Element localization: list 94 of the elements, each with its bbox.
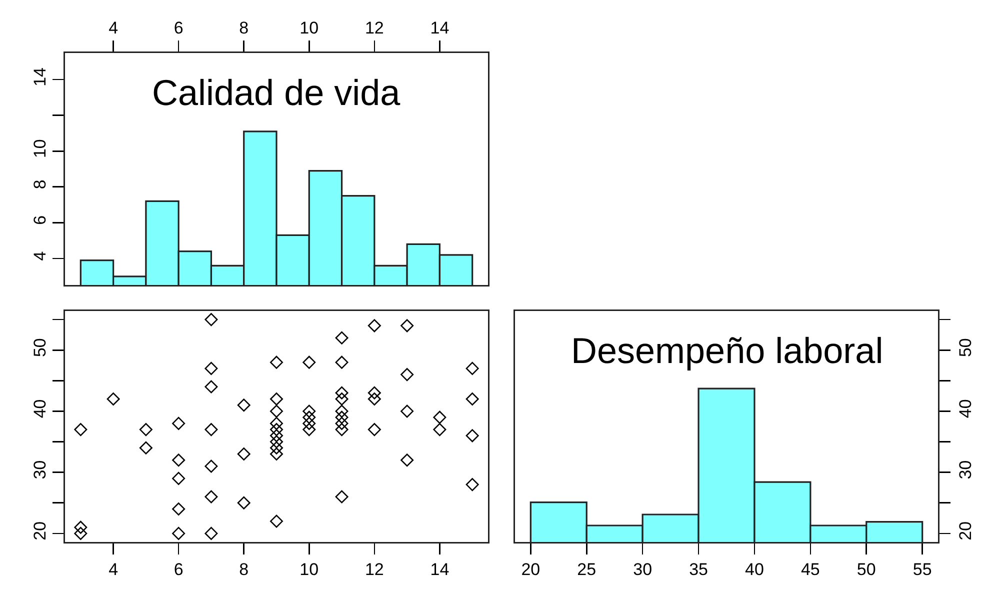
point: [237, 398, 250, 412]
x-tick-label: 20: [521, 560, 540, 579]
y-tick-label: 8: [30, 180, 50, 190]
point: [74, 423, 88, 436]
point: [466, 362, 479, 375]
x-tick-label: 12: [364, 18, 384, 38]
point: [270, 356, 283, 369]
point: [302, 404, 316, 418]
point: [335, 386, 348, 400]
y-tick-label: 14: [30, 67, 50, 86]
y-tick-label: 6: [30, 215, 50, 225]
point: [400, 319, 414, 332]
point: [204, 526, 218, 540]
x-tick-label: 8: [239, 18, 249, 38]
point: [368, 319, 381, 332]
point: [368, 423, 381, 436]
point: [237, 448, 250, 460]
point: [335, 331, 348, 344]
point: [74, 520, 88, 534]
point: [302, 410, 316, 424]
point: [106, 392, 120, 406]
point: [400, 368, 414, 382]
point: [335, 392, 348, 406]
text: Calidad de vida: [152, 72, 402, 113]
point: [302, 423, 316, 436]
x-tick-label: 55: [912, 560, 932, 579]
y-tick-label: 40: [30, 399, 50, 418]
x-tick-label: 8: [239, 560, 249, 579]
y-tick-label: 30: [30, 460, 50, 480]
point: [204, 380, 218, 394]
point: [302, 416, 316, 430]
x-tick-label: 10: [300, 560, 319, 579]
x-tick-label: 30: [633, 560, 652, 579]
x-tick-label: 35: [689, 560, 708, 579]
point: [270, 416, 283, 430]
x-tick-label: 6: [174, 18, 184, 38]
point: [466, 392, 479, 406]
x-tick-label: 25: [577, 560, 596, 579]
point: [270, 392, 283, 406]
point: [204, 423, 218, 436]
point: [172, 416, 186, 430]
x-tick-label: 14: [430, 18, 450, 38]
x-tick-label: 6: [174, 560, 184, 579]
point: [172, 502, 186, 516]
text: Desempeño laboral: [571, 330, 884, 371]
point: [270, 423, 283, 436]
x-tick-label: 50: [856, 560, 876, 579]
point: [172, 472, 186, 485]
point: [270, 435, 283, 448]
point: [270, 404, 283, 418]
point: [302, 356, 316, 369]
point: [466, 429, 479, 442]
point: [335, 416, 348, 430]
y2-tick-label: 20: [956, 521, 975, 540]
x-tick-label: 4: [108, 560, 118, 579]
point: [204, 490, 218, 504]
point: [270, 429, 283, 442]
x-tick-label: 14: [430, 560, 450, 579]
point: [204, 362, 218, 375]
point: [335, 410, 348, 424]
y-tick-label: 10: [30, 139, 50, 158]
point: [335, 404, 348, 418]
point: [400, 404, 414, 418]
x-tick-label: 4: [108, 18, 118, 38]
point: [237, 496, 250, 510]
x-tick-label: 12: [364, 560, 384, 579]
point: [139, 423, 152, 436]
point: [270, 448, 283, 460]
point: [74, 526, 88, 540]
y-tick-label: 4: [30, 251, 50, 261]
point: [204, 313, 218, 326]
point: [172, 526, 186, 540]
y-tick-label: 20: [30, 521, 50, 540]
point: [335, 423, 348, 436]
x-tick-label: 40: [745, 560, 764, 579]
point: [433, 423, 446, 436]
point: [270, 514, 283, 528]
point: [335, 356, 348, 369]
point: [204, 460, 218, 473]
point: [335, 490, 348, 504]
y-tick-label: 50: [30, 338, 50, 358]
y2-tick-label: 30: [956, 460, 975, 480]
y2-tick-label: 40: [956, 399, 975, 418]
x-tick-label: 45: [800, 560, 820, 579]
point: [466, 478, 479, 492]
point: [172, 454, 186, 467]
y2-tick-label: 50: [956, 338, 975, 358]
point: [270, 441, 283, 454]
x-tick-label: 10: [300, 18, 319, 38]
point: [368, 392, 381, 406]
point: [139, 441, 152, 454]
point: [400, 454, 414, 467]
point: [368, 386, 381, 400]
point: [433, 410, 446, 424]
